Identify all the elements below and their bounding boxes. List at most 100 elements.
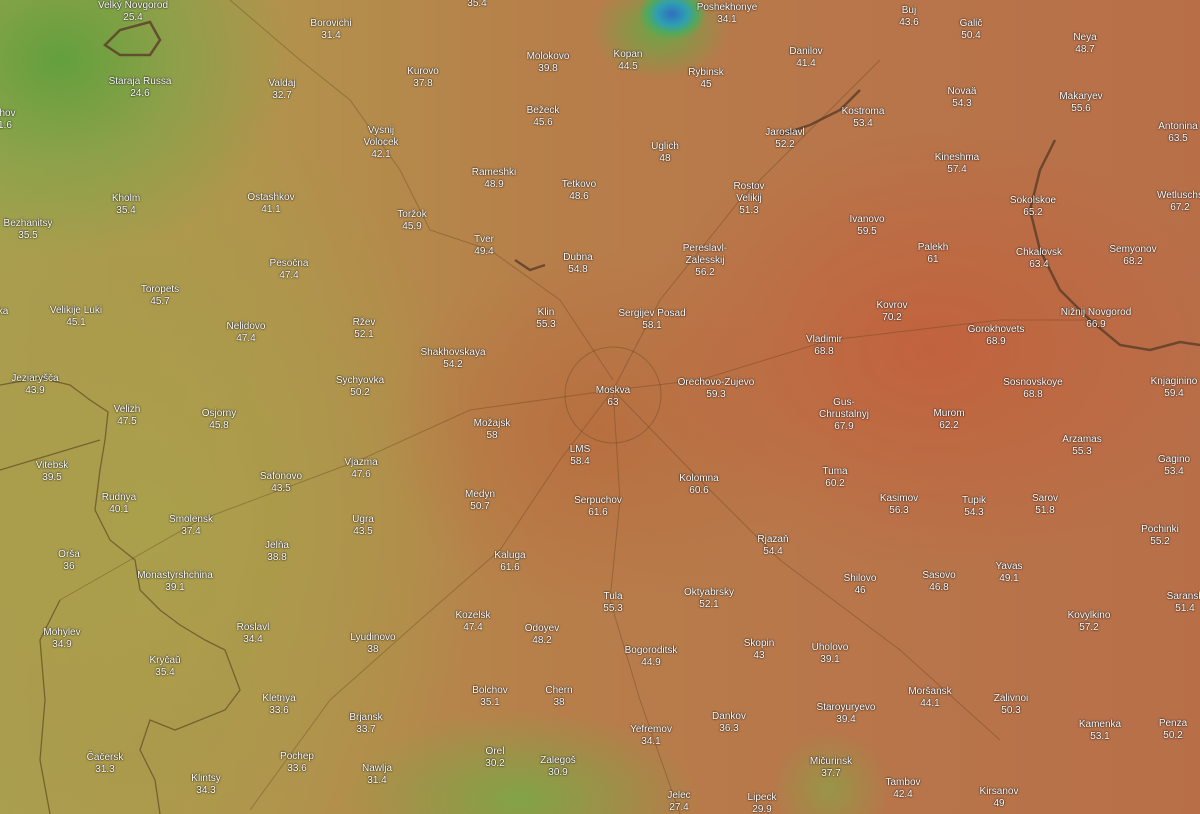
- city-label[interactable]: Gus- Chrustalnyj 67.9: [819, 397, 869, 433]
- city-label[interactable]: Vysnij Volocek 42.1: [363, 125, 398, 161]
- city-label[interactable]: Sergijev Posad 58.1: [618, 308, 685, 332]
- city-label[interactable]: Pochinki 55.2: [1141, 524, 1179, 548]
- city-label[interactable]: Medyn 50.7: [465, 489, 495, 513]
- city-label[interactable]: Rameshki 48.9: [472, 167, 516, 191]
- city-label[interactable]: Valdaj 32.7: [268, 78, 295, 102]
- city-label[interactable]: khov1.6: [0, 108, 16, 132]
- city-label[interactable]: Osjorny 45.8: [202, 408, 236, 432]
- city-label[interactable]: Tambov 42.4: [885, 777, 920, 801]
- city-label[interactable]: Uholovo 39.1: [812, 642, 849, 666]
- city-label[interactable]: Shilovo 46: [844, 573, 877, 597]
- city-label[interactable]: Jaroslavl 52.2: [765, 127, 804, 151]
- city-label[interactable]: Pereslavl- Zalesskij 56.2: [683, 243, 727, 279]
- city-label[interactable]: Dubna 54.8: [563, 252, 592, 276]
- city-label[interactable]: Danilov 41.4: [789, 46, 822, 70]
- city-label[interactable]: Kasimov 56.3: [880, 493, 918, 517]
- city-label[interactable]: Tuma 60.2: [822, 466, 847, 490]
- city-label[interactable]: Orša 36: [58, 549, 80, 573]
- city-label[interactable]: Kurovo 37.8: [407, 66, 439, 90]
- city-label[interactable]: Ugra 43.5: [352, 514, 374, 538]
- city-label[interactable]: Sarov 51.8: [1032, 493, 1058, 517]
- city-label[interactable]: Rudnya 40.1: [102, 492, 136, 516]
- city-label[interactable]: Toržok 45.9: [397, 209, 426, 233]
- city-label[interactable]: Yavas 49.1: [995, 561, 1022, 585]
- city-label[interactable]: Toropets 45.7: [141, 284, 179, 308]
- city-label[interactable]: Lipeck 29.9: [748, 792, 777, 814]
- city-label[interactable]: Možajsk 58: [474, 418, 511, 442]
- city-label[interactable]: Sokolskoe 65.2: [1010, 195, 1056, 219]
- city-label[interactable]: Jelňa 38.8: [265, 540, 289, 564]
- city-label[interactable]: Mičurinsk 37.7: [810, 756, 852, 780]
- city-label[interactable]: Arzamas 55.3: [1062, 434, 1101, 458]
- city-label[interactable]: Sasovo 46.8: [922, 570, 955, 594]
- city-label[interactable]: Roslavl 34.4: [237, 622, 270, 646]
- city-label[interactable]: Kirsanov 49: [980, 786, 1019, 810]
- city-label[interactable]: Kopan 44.5: [614, 49, 643, 73]
- city-label[interactable]: Tula 55.3: [603, 591, 622, 615]
- city-label[interactable]: Kozelsk 47.4: [455, 610, 490, 634]
- city-label[interactable]: Klin 55.3: [536, 307, 555, 331]
- city-label[interactable]: Bolchov 35.1: [472, 685, 508, 709]
- city-label[interactable]: Makaryev 55.6: [1059, 91, 1102, 115]
- city-label[interactable]: Zalegoš 30.9: [540, 755, 576, 779]
- city-label[interactable]: Saransk 51.4: [1167, 591, 1200, 615]
- city-label[interactable]: Nelidovo 47.4: [227, 321, 266, 345]
- city-label[interactable]: Rybinsk 45: [688, 67, 724, 91]
- city-label[interactable]: Skopin 43: [744, 638, 775, 662]
- city-label[interactable]: Kostroma 53.4: [842, 106, 885, 130]
- city-label[interactable]: Pochep 33.6: [280, 751, 314, 775]
- city-label[interactable]: Kholm 35.4: [112, 193, 140, 217]
- city-label[interactable]: Oktyabrsky 52.1: [684, 587, 734, 611]
- city-label[interactable]: ka: [0, 306, 8, 318]
- city-label[interactable]: Brjansk 33.7: [349, 712, 382, 736]
- city-label[interactable]: Borovichi 31.4: [310, 18, 351, 42]
- city-label[interactable]: Tver 49.4: [474, 234, 494, 258]
- city-label[interactable]: Knjaginino 59.4: [1151, 376, 1198, 400]
- city-label[interactable]: Mohylev 34.9: [43, 627, 80, 651]
- city-label[interactable]: Pesočna 47.4: [270, 258, 309, 282]
- city-label[interactable]: Staraja Russa 24.6: [109, 76, 172, 100]
- city-label[interactable]: Galič 50.4: [960, 18, 983, 42]
- city-label[interactable]: Moskva 63: [596, 385, 630, 409]
- city-label[interactable]: Molokovo 39.8: [527, 51, 570, 75]
- city-label[interactable]: Orechovo-Zujevo 59.3: [678, 377, 755, 401]
- city-label[interactable]: Kaluga 61.6: [494, 550, 525, 574]
- city-label[interactable]: Kamenka 53.1: [1079, 719, 1121, 743]
- city-label[interactable]: Dankov 36.3: [712, 711, 746, 735]
- city-label[interactable]: Lyudinovo 38: [350, 632, 395, 656]
- city-label[interactable]: Ostashkov 41.1: [247, 192, 294, 216]
- city-label[interactable]: Staroyuryevo 39.4: [817, 702, 876, 726]
- city-label[interactable]: Neya 48.7: [1073, 32, 1096, 56]
- city-label[interactable]: Vjazma 47.6: [344, 457, 377, 481]
- city-label[interactable]: Murom 62.2: [933, 408, 964, 432]
- city-label[interactable]: Sychyovka 50.2: [336, 375, 384, 399]
- city-label[interactable]: Kolomna 60.6: [679, 473, 718, 497]
- city-label[interactable]: Sosnovskoye 68.8: [1003, 377, 1062, 401]
- city-label[interactable]: Penza 50.2: [1159, 718, 1187, 742]
- city-label[interactable]: Semyonov 68.2: [1109, 244, 1156, 268]
- city-label[interactable]: Uglich 48: [651, 141, 679, 165]
- city-label[interactable]: Kryčaŭ 35.4: [149, 655, 180, 679]
- city-label[interactable]: Buj 43.6: [899, 5, 918, 29]
- city-label[interactable]: Palekh 61: [918, 242, 949, 266]
- city-label[interactable]: Nawlja 31.4: [362, 763, 392, 787]
- city-label[interactable]: Ržev 52.1: [353, 317, 376, 341]
- city-label[interactable]: Kletnya 33.6: [262, 693, 295, 717]
- city-label[interactable]: Wetluschs 67.2: [1157, 190, 1200, 214]
- city-label[interactable]: Antonina 63.5: [1158, 121, 1197, 145]
- city-label[interactable]: Klintsy 34.3: [191, 773, 220, 797]
- city-label[interactable]: Ivanovo 59.5: [849, 214, 884, 238]
- city-label[interactable]: Vitebsk 39.5: [36, 460, 69, 484]
- city-label[interactable]: Gagino 53.4: [1158, 454, 1190, 478]
- city-label[interactable]: Smolensk 37.4: [169, 514, 213, 538]
- city-label[interactable]: Kovrov 70.2: [876, 300, 907, 324]
- city-label[interactable]: Orel 30.2: [485, 746, 504, 770]
- city-label[interactable]: Bezhanitsy 35.5: [4, 218, 53, 242]
- city-label[interactable]: Velikije Luki 45.1: [50, 305, 102, 329]
- city-label[interactable]: Jeziaryšča 43.9: [11, 373, 58, 397]
- city-label[interactable]: Jelec 27.4: [667, 790, 690, 814]
- city-label[interactable]: Odoyev 48.2: [525, 623, 559, 647]
- city-label[interactable]: Velizh 47.5: [114, 404, 141, 428]
- city-label[interactable]: Yefremov 34.1: [630, 724, 672, 748]
